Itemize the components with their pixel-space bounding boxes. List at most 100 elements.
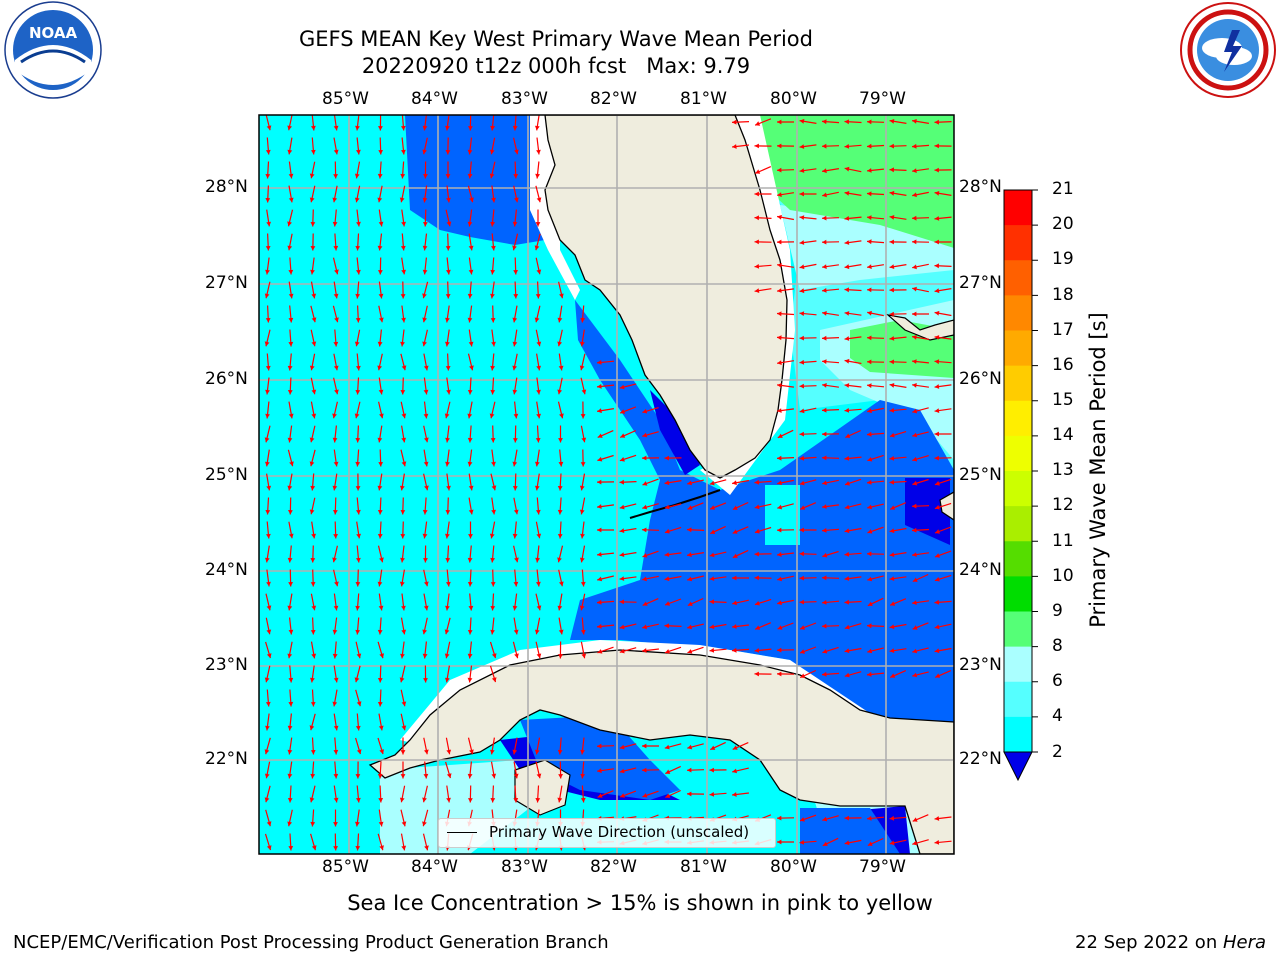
wave-arrow-head [754, 671, 759, 677]
wave-arrow-head [334, 389, 339, 395]
wave-arrow-head [468, 269, 474, 275]
wave-arrow-head [332, 437, 338, 443]
wave-arrow-head [642, 767, 647, 773]
wave-arrow-head [310, 750, 316, 755]
wave-arrow-head [889, 143, 894, 149]
wave-arrow-head [597, 384, 602, 389]
wave-arrow-head [844, 119, 849, 125]
wave-arrow-head [777, 383, 782, 388]
wave-arrow-head [333, 174, 338, 179]
wave-arrow-head [580, 797, 586, 803]
wave-arrow-head [288, 293, 294, 299]
wave-arrow-head [619, 624, 625, 630]
colorbar-tick: 21 [1052, 179, 1074, 199]
wave-arrow-head [355, 605, 360, 611]
wave-arrow-head [912, 239, 917, 245]
wave-arrow-head [265, 701, 271, 707]
wave-arrow-head [356, 533, 361, 539]
colorbar-tick: 19 [1052, 249, 1074, 269]
wave-arrow-head [822, 359, 827, 364]
wave-arrow-head [333, 605, 339, 611]
wave-arrow-head [536, 533, 542, 539]
wave-arrow-head [467, 461, 473, 467]
wave-arrow-head [777, 263, 782, 268]
wave-arrow-head [597, 624, 602, 629]
wave-arrow-head [912, 577, 918, 582]
wave-arrow-head [889, 119, 895, 124]
wave-arrow-head [620, 793, 625, 798]
wave-arrow-head [934, 335, 940, 340]
wave-arrow-head [536, 413, 541, 419]
wave-arrow-head [287, 437, 293, 443]
colorbar-tick: 18 [1052, 285, 1074, 305]
wave-arrow-head [710, 505, 715, 510]
wave-arrow-head [867, 457, 873, 462]
wave-arrow-head [468, 341, 474, 347]
wave-arrow-head [356, 749, 362, 755]
wave-arrow-head [356, 365, 361, 371]
wave-arrow-head [424, 485, 429, 491]
wave-arrow-head [445, 461, 450, 467]
wave-arrow-head [535, 485, 540, 491]
wave-arrow-head [491, 341, 496, 347]
wave-arrow-head [422, 245, 428, 251]
wave-arrow-head [310, 222, 316, 227]
nws-logo-icon [1180, 2, 1276, 98]
wave-arrow-head [867, 841, 873, 846]
wave-arrow-head [664, 504, 670, 510]
wave-arrow-head [934, 624, 940, 630]
colorbar-segment [1004, 471, 1032, 507]
wave-arrow-head [401, 629, 407, 635]
wave-arrow-head [377, 581, 383, 587]
wave-arrow-head [356, 557, 361, 563]
wave-arrow-head [844, 166, 850, 172]
wave-arrow-head [844, 672, 850, 678]
wave-arrow-head [467, 221, 473, 227]
wave-arrow-head [642, 408, 648, 414]
wave-arrow-head [535, 557, 540, 563]
wave-arrow-head [912, 648, 918, 654]
wave-arrow-head [309, 461, 315, 467]
wave-arrow-head [579, 557, 585, 563]
wave-arrow-head [489, 173, 495, 179]
date-credit: 22 Sep 2022 on Hera [1075, 932, 1266, 953]
wave-arrow-head [799, 359, 805, 365]
wave-arrow-head [513, 174, 519, 179]
wave-arrow-head [264, 293, 270, 299]
wave-arrow-head [467, 149, 473, 155]
wave-arrow-head [799, 599, 804, 605]
lat-label-left: 23°N [205, 655, 248, 675]
wave-arrow-head [490, 318, 496, 323]
wave-arrow-head [642, 455, 647, 461]
wave-arrow-head [423, 678, 428, 683]
wave-arrow-head [687, 624, 692, 630]
wave-arrow-head [355, 629, 360, 635]
lon-label-top: 84°W [411, 89, 458, 109]
wave-arrow-head [514, 197, 519, 203]
wave-arrow-head [557, 486, 563, 491]
wave-arrow-head [468, 798, 473, 803]
wave-arrow-head [844, 408, 850, 413]
wave-arrow-head [332, 197, 338, 203]
wave-arrow-head [513, 509, 519, 515]
wave-arrow-head [378, 389, 384, 395]
wave-arrow-head [490, 557, 495, 563]
colorbar-segment [1004, 541, 1032, 577]
wave-arrow-head [777, 239, 782, 245]
wave-arrow-head [558, 365, 564, 371]
wave-arrow-head [844, 311, 850, 316]
wave-arrow-head [491, 197, 496, 203]
wave-arrow-head [445, 125, 450, 131]
wave-arrow-head [934, 119, 939, 125]
lon-label-bottom: 84°W [411, 857, 458, 877]
wave-arrow-head [310, 702, 316, 707]
wave-arrow-head [559, 293, 564, 299]
wave-arrow-head [445, 294, 451, 299]
wave-arrow-head [822, 528, 827, 533]
wave-arrow-head [889, 408, 895, 413]
wave-arrow-head [423, 605, 429, 611]
wave-arrow-head [557, 317, 563, 323]
wave-arrow-head [558, 629, 564, 635]
wave-arrow-head [535, 222, 541, 227]
wave-arrow-head [889, 432, 895, 438]
